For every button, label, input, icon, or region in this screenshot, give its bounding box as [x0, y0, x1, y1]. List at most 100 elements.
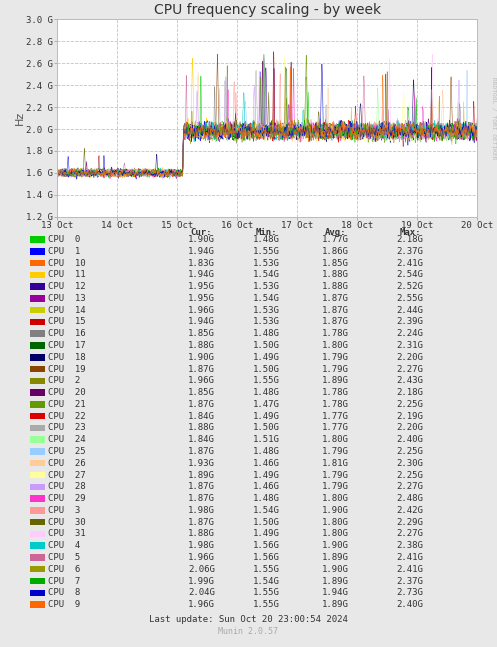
Text: 1.96G: 1.96G [188, 553, 215, 562]
Text: 2.52G: 2.52G [397, 282, 423, 291]
Text: CPU  22: CPU 22 [48, 411, 86, 421]
Text: CPU  20: CPU 20 [48, 388, 86, 397]
Text: 1.79G: 1.79G [322, 353, 349, 362]
Text: 2.04G: 2.04G [188, 588, 215, 597]
Text: CPU  4: CPU 4 [48, 541, 81, 550]
Text: 1.56G: 1.56G [252, 541, 279, 550]
Text: 1.88G: 1.88G [188, 423, 215, 432]
Text: 1.89G: 1.89G [322, 377, 349, 386]
Text: Max:: Max: [399, 228, 421, 237]
Text: CPU  5: CPU 5 [48, 553, 81, 562]
Text: 1.54G: 1.54G [252, 270, 279, 280]
Text: 2.24G: 2.24G [397, 329, 423, 338]
Text: 1.53G: 1.53G [252, 318, 279, 327]
Text: CPU  12: CPU 12 [48, 282, 86, 291]
Text: 1.77G: 1.77G [322, 235, 349, 244]
Text: 1.50G: 1.50G [252, 341, 279, 350]
Text: 2.25G: 2.25G [397, 447, 423, 456]
Text: 1.96G: 1.96G [188, 305, 215, 314]
Text: 1.50G: 1.50G [252, 423, 279, 432]
Text: CPU  3: CPU 3 [48, 506, 81, 515]
Text: 1.90G: 1.90G [322, 506, 349, 515]
Text: 2.06G: 2.06G [188, 565, 215, 574]
Title: CPU frequency scaling - by week: CPU frequency scaling - by week [154, 3, 381, 17]
Text: 2.43G: 2.43G [397, 377, 423, 386]
Text: CPU  9: CPU 9 [48, 600, 81, 609]
Text: 1.87G: 1.87G [188, 364, 215, 373]
Text: 2.41G: 2.41G [397, 565, 423, 574]
Text: 1.46G: 1.46G [252, 482, 279, 491]
Text: 2.40G: 2.40G [397, 435, 423, 444]
Text: CPU  28: CPU 28 [48, 482, 86, 491]
Text: 1.48G: 1.48G [252, 388, 279, 397]
Text: 2.31G: 2.31G [397, 341, 423, 350]
Text: 1.87G: 1.87G [322, 294, 349, 303]
Text: CPU  29: CPU 29 [48, 494, 86, 503]
Text: 1.80G: 1.80G [322, 518, 349, 527]
Text: 2.73G: 2.73G [397, 588, 423, 597]
Text: CPU  26: CPU 26 [48, 459, 86, 468]
Text: 2.41G: 2.41G [397, 553, 423, 562]
Text: 1.49G: 1.49G [252, 353, 279, 362]
Text: 1.46G: 1.46G [252, 459, 279, 468]
Text: 1.48G: 1.48G [252, 447, 279, 456]
Text: CPU  11: CPU 11 [48, 270, 86, 280]
Text: 2.41G: 2.41G [397, 259, 423, 268]
Text: CPU  27: CPU 27 [48, 470, 86, 479]
Text: 1.87G: 1.87G [188, 447, 215, 456]
Text: 2.27G: 2.27G [397, 529, 423, 538]
Text: 1.95G: 1.95G [188, 294, 215, 303]
Text: 2.38G: 2.38G [397, 541, 423, 550]
Text: Last update: Sun Oct 20 23:00:54 2024: Last update: Sun Oct 20 23:00:54 2024 [149, 615, 348, 624]
Text: 1.84G: 1.84G [188, 411, 215, 421]
Text: CPU  24: CPU 24 [48, 435, 86, 444]
Text: 2.27G: 2.27G [397, 364, 423, 373]
Text: 2.29G: 2.29G [397, 518, 423, 527]
Text: 1.55G: 1.55G [252, 377, 279, 386]
Text: 1.79G: 1.79G [322, 482, 349, 491]
Text: 1.53G: 1.53G [252, 305, 279, 314]
Text: CPU  6: CPU 6 [48, 565, 81, 574]
Text: 1.87G: 1.87G [188, 482, 215, 491]
Text: 1.80G: 1.80G [322, 529, 349, 538]
Text: CPU  25: CPU 25 [48, 447, 86, 456]
Text: CPU  7: CPU 7 [48, 576, 81, 586]
Text: 1.54G: 1.54G [252, 506, 279, 515]
Text: 1.95G: 1.95G [188, 282, 215, 291]
Text: 1.98G: 1.98G [188, 541, 215, 550]
Text: 1.87G: 1.87G [322, 305, 349, 314]
Text: 1.88G: 1.88G [322, 270, 349, 280]
Text: 2.37G: 2.37G [397, 247, 423, 256]
Text: 1.96G: 1.96G [188, 600, 215, 609]
Text: 2.37G: 2.37G [397, 576, 423, 586]
Text: 2.42G: 2.42G [397, 506, 423, 515]
Text: CPU  17: CPU 17 [48, 341, 86, 350]
Text: 1.93G: 1.93G [188, 459, 215, 468]
Text: 2.39G: 2.39G [397, 318, 423, 327]
Text: 1.48G: 1.48G [252, 494, 279, 503]
Text: 1.89G: 1.89G [322, 553, 349, 562]
Text: 2.18G: 2.18G [397, 388, 423, 397]
Text: 1.79G: 1.79G [322, 364, 349, 373]
Text: 1.53G: 1.53G [252, 282, 279, 291]
Text: 1.79G: 1.79G [322, 470, 349, 479]
Text: CPU  30: CPU 30 [48, 518, 86, 527]
Text: 1.78G: 1.78G [322, 388, 349, 397]
Text: 1.81G: 1.81G [322, 459, 349, 468]
Text: 2.20G: 2.20G [397, 423, 423, 432]
Text: 2.44G: 2.44G [397, 305, 423, 314]
Text: 2.25G: 2.25G [397, 470, 423, 479]
Text: 1.85G: 1.85G [188, 329, 215, 338]
Text: 2.55G: 2.55G [397, 294, 423, 303]
Text: 1.88G: 1.88G [322, 282, 349, 291]
Text: 1.51G: 1.51G [252, 435, 279, 444]
Text: 1.79G: 1.79G [322, 447, 349, 456]
Text: 1.85G: 1.85G [188, 388, 215, 397]
Text: 1.85G: 1.85G [322, 259, 349, 268]
Text: 1.94G: 1.94G [188, 318, 215, 327]
Text: 1.78G: 1.78G [322, 400, 349, 409]
Text: CPU  10: CPU 10 [48, 259, 86, 268]
Text: 1.90G: 1.90G [188, 353, 215, 362]
Text: 1.49G: 1.49G [252, 470, 279, 479]
Text: 1.80G: 1.80G [322, 341, 349, 350]
